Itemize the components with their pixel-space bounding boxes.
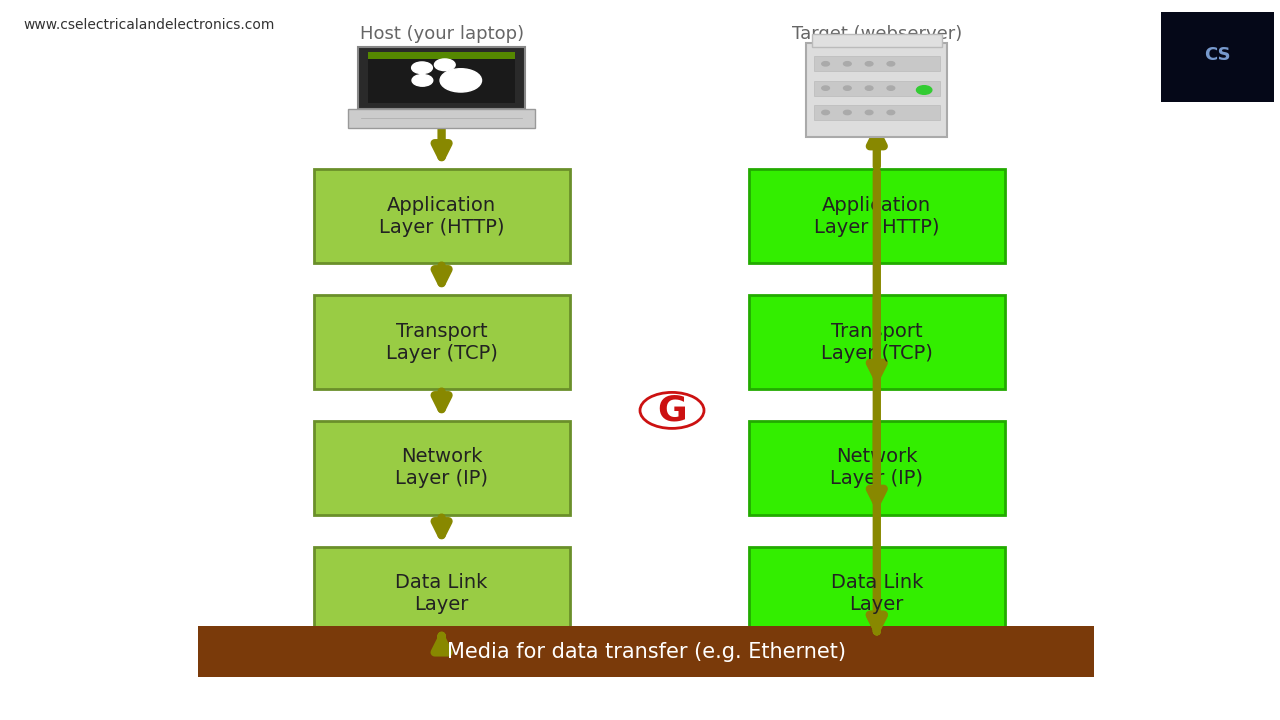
FancyBboxPatch shape: [314, 169, 570, 263]
FancyBboxPatch shape: [358, 47, 525, 109]
Circle shape: [865, 110, 873, 114]
Text: Host (your laptop): Host (your laptop): [360, 25, 524, 43]
Circle shape: [844, 110, 851, 114]
Circle shape: [434, 59, 456, 71]
Circle shape: [887, 110, 895, 114]
Circle shape: [412, 75, 433, 86]
FancyBboxPatch shape: [749, 421, 1005, 515]
Text: Transport
Layer (TCP): Transport Layer (TCP): [820, 322, 933, 362]
Text: CS: CS: [1204, 45, 1230, 63]
Circle shape: [822, 86, 829, 90]
Circle shape: [822, 110, 829, 114]
Text: www.cselectricalandelectronics.com: www.cselectricalandelectronics.com: [23, 18, 274, 32]
Text: Application
Layer (HTTP): Application Layer (HTTP): [814, 196, 940, 236]
Text: Target (webserver): Target (webserver): [791, 25, 963, 43]
Text: Data Link
Layer: Data Link Layer: [396, 574, 488, 614]
FancyBboxPatch shape: [348, 109, 535, 128]
Text: G: G: [657, 393, 687, 428]
Circle shape: [865, 86, 873, 90]
Circle shape: [844, 62, 851, 66]
FancyBboxPatch shape: [749, 295, 1005, 389]
Text: Network
Layer (IP): Network Layer (IP): [396, 448, 488, 488]
Circle shape: [412, 62, 433, 73]
FancyBboxPatch shape: [369, 53, 515, 104]
FancyBboxPatch shape: [749, 169, 1005, 263]
FancyBboxPatch shape: [814, 81, 940, 96]
Circle shape: [916, 86, 932, 94]
FancyBboxPatch shape: [814, 56, 940, 71]
Text: Transport
Layer (TCP): Transport Layer (TCP): [385, 322, 498, 362]
Circle shape: [887, 86, 895, 90]
Text: Network
Layer (IP): Network Layer (IP): [831, 448, 923, 488]
FancyBboxPatch shape: [806, 43, 947, 137]
Text: Data Link
Layer: Data Link Layer: [831, 574, 923, 614]
Circle shape: [844, 86, 851, 90]
FancyBboxPatch shape: [314, 295, 570, 389]
Text: Application
Layer (HTTP): Application Layer (HTTP): [379, 196, 504, 236]
FancyBboxPatch shape: [812, 34, 942, 47]
FancyBboxPatch shape: [314, 547, 570, 641]
FancyBboxPatch shape: [814, 105, 940, 120]
FancyBboxPatch shape: [198, 626, 1094, 677]
Circle shape: [440, 68, 481, 92]
Text: Media for data transfer (e.g. Ethernet): Media for data transfer (e.g. Ethernet): [447, 642, 846, 662]
Circle shape: [822, 62, 829, 66]
FancyBboxPatch shape: [314, 421, 570, 515]
FancyBboxPatch shape: [369, 53, 515, 60]
FancyBboxPatch shape: [1161, 12, 1274, 102]
FancyBboxPatch shape: [749, 547, 1005, 641]
Circle shape: [887, 62, 895, 66]
Circle shape: [865, 62, 873, 66]
